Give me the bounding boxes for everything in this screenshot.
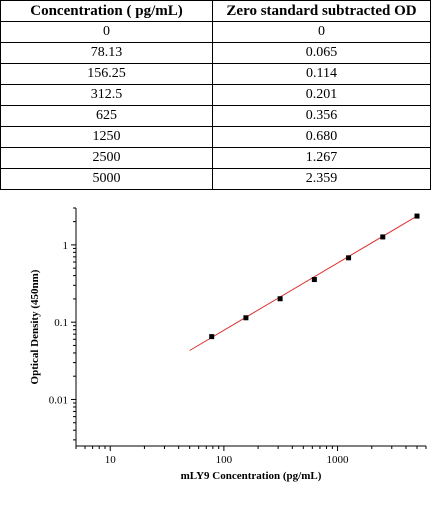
data-point xyxy=(380,234,386,240)
cell-concentration: 5000 xyxy=(0,168,213,190)
y-axis-title: Optical Density (450nm) xyxy=(29,269,41,384)
x-tick-label: 1000 xyxy=(327,454,350,466)
cell-od: 0.680 xyxy=(212,126,431,148)
table-row: 0 0 xyxy=(0,21,431,43)
standard-curve-chart: 10 100 1000 0.01 0.1 1 mLY9 Concentration (pg… xyxy=(29,207,427,482)
cell-concentration: 156.25 xyxy=(0,63,213,85)
table-row: 156.25 0.114 xyxy=(0,63,431,85)
fit-line-layer xyxy=(189,215,418,351)
data-point xyxy=(414,213,420,219)
fit-line xyxy=(189,215,418,351)
cell-concentration: 1250 xyxy=(0,126,213,148)
table-row: 2500 1.267 xyxy=(0,147,431,169)
data-point xyxy=(277,296,283,302)
table-row: 5000 2.359 xyxy=(0,168,431,190)
x-tick-label: 10 xyxy=(105,454,117,466)
cell-od: 0.114 xyxy=(212,63,431,85)
cell-od: 0.065 xyxy=(212,42,431,64)
x-tick-label: 100 xyxy=(216,454,233,466)
cell-od: 0.201 xyxy=(212,84,431,106)
table-header-row: Concentration ( pg/mL) Zero standard sub… xyxy=(0,0,431,22)
cell-concentration: 2500 xyxy=(0,147,213,169)
y-tick-label: 0.01 xyxy=(49,394,68,406)
x-axis-title: mLY9 Concentration (pg/mL) xyxy=(181,470,322,482)
cell-od: 0 xyxy=(212,21,431,43)
header-concentration: Concentration ( pg/mL) xyxy=(0,0,213,22)
data-point xyxy=(243,315,249,321)
axis-ticks: 10 100 1000 0.01 0.1 1 xyxy=(49,207,427,466)
standard-curve-table: Concentration ( pg/mL) Zero standard sub… xyxy=(0,0,431,190)
table-row: 1250 0.680 xyxy=(0,126,431,148)
cell-concentration: 625 xyxy=(0,105,213,127)
table-row: 78.13 0.065 xyxy=(0,42,431,64)
y-tick-label: 1 xyxy=(63,240,69,252)
cell-concentration: 0 xyxy=(0,21,213,43)
table-row: 625 0.356 xyxy=(0,105,431,127)
cell-od: 2.359 xyxy=(212,168,431,190)
cell-concentration: 312.5 xyxy=(0,84,213,106)
header-od: Zero standard subtracted OD xyxy=(212,0,431,22)
cell-od: 1.267 xyxy=(212,147,431,169)
table-row: 312.5 0.201 xyxy=(0,84,431,106)
cell-od: 0.356 xyxy=(212,105,431,127)
plot-frame xyxy=(75,208,426,447)
cell-concentration: 78.13 xyxy=(0,42,213,64)
data-point xyxy=(346,255,352,261)
y-tick-label: 0.1 xyxy=(54,317,68,329)
data-points-layer xyxy=(209,213,420,340)
data-point xyxy=(209,334,215,340)
data-point xyxy=(311,277,317,283)
